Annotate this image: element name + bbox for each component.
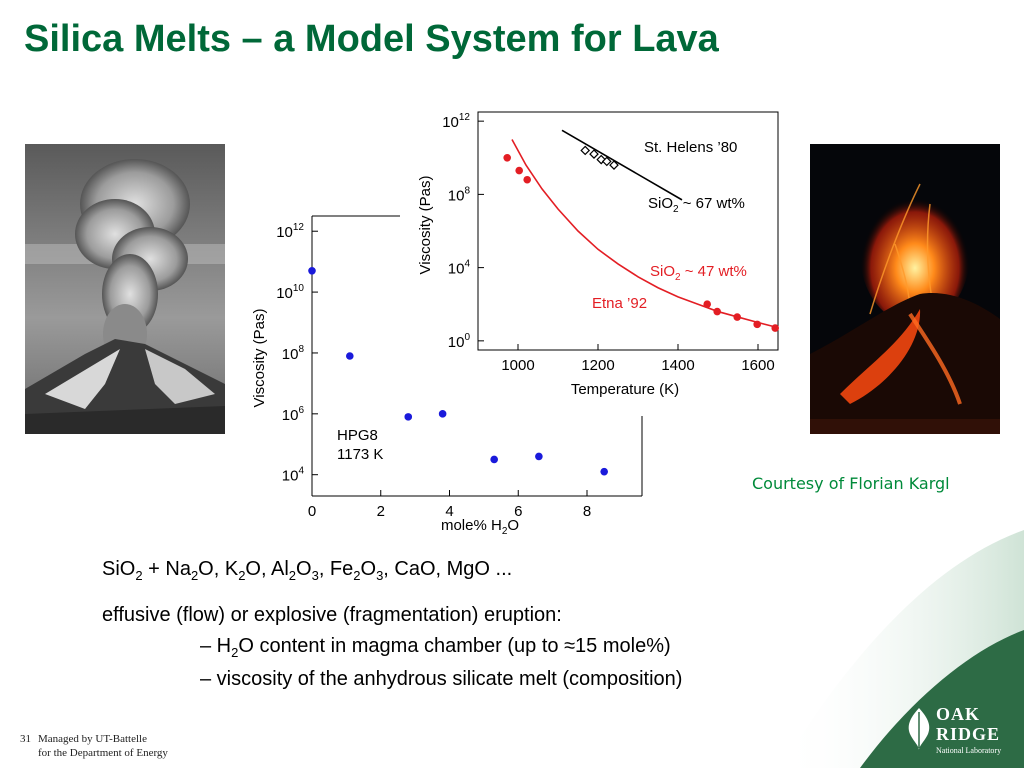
h2o-chart-xlabel: mole% H2O: [441, 517, 519, 537]
etna-data-point: [523, 175, 531, 184]
st-helens-data-point: [580, 145, 591, 156]
etna-fit-line: [511, 139, 777, 328]
temperature-y-tick-label: 1012: [442, 112, 470, 131]
composition-line: SiO2 + Na2O, K2O, Al2O3, Fe2O3, CaO, MgO…: [102, 558, 513, 583]
st-helens-photo: [25, 144, 225, 434]
st-helens-data-point: [589, 149, 599, 159]
leaf-icon: [908, 708, 930, 750]
sio2-67-label: SiO2 ~ 67 wt%: [648, 195, 745, 215]
hpg8-annotation: HPG8: [337, 427, 378, 444]
temperature-y-tick-label: 104: [448, 259, 471, 278]
temperature-chart-ticks: 1000 1200 1400 1600 1012 108 104 100: [442, 112, 775, 374]
footer-department: for the Department of Energy: [38, 747, 168, 759]
h2o-data-point: [600, 467, 608, 476]
h2o-content-line: – H2O content in magma chamber (up to ≈1…: [200, 635, 671, 660]
temperature-x-tick-label: 1400: [661, 357, 694, 374]
eruption-type-line: effusive (flow) or explosive (fragmentat…: [102, 604, 562, 626]
h2o-chart-points: [308, 266, 608, 476]
etna-photo: [810, 144, 1000, 434]
etna-data-point: [703, 300, 711, 309]
slide-title: Silica Melts – a Model System for Lava: [24, 18, 719, 60]
h2o-chart-ticks: 0 2 4 6 8 1012 1010 108 106 104: [276, 222, 591, 520]
temperature-plot-frame: [477, 111, 779, 351]
temperature-y-tick-label: 108: [448, 185, 471, 204]
h2o-data-point: [535, 452, 543, 461]
st-helens-label: St. Helens ’80: [644, 139, 737, 156]
etna-data-point: [733, 313, 741, 321]
h2o-data-point: [404, 413, 413, 421]
temperature-x-tick-label: 1000: [501, 357, 534, 374]
h2o-y-tick-label: 1012: [276, 222, 304, 241]
etna-data-point: [713, 307, 721, 316]
etna-data-point: [771, 324, 779, 332]
etna-data-point: [503, 153, 511, 162]
h2o-x-tick-label: 8: [583, 503, 591, 520]
h2o-x-tick-label: 6: [514, 503, 522, 520]
photo-credit: Courtesy of Florian Kargl: [752, 474, 950, 493]
st-helens-data-point: [601, 156, 612, 167]
h2o-data-point: [346, 352, 354, 360]
h2o-x-tick-label: 2: [377, 503, 385, 520]
temperature-chart-axes: [477, 111, 779, 351]
temperature-y-tick-label: 100: [448, 332, 471, 351]
temperature-chart-ylabel: Viscosity (Pas): [417, 176, 434, 275]
h2o-chart-ylabel: Viscosity (Pas): [251, 309, 268, 408]
temperature-chart-lines: [511, 129, 777, 328]
sio2-47-label: SiO2 ~ 47 wt%: [650, 263, 747, 283]
st-helens-data-point: [609, 160, 619, 170]
h2o-y-tick-label: 108: [282, 344, 305, 363]
oak-ridge-logo: OAK RIDGE National Laboratory: [902, 700, 1020, 764]
footer-managed-by: Managed by UT-Battelle: [38, 733, 147, 745]
temperature-chart-xlabel: Temperature (K): [571, 381, 679, 398]
etna-label: Etna ’92: [592, 295, 647, 312]
h2o-data-point: [490, 455, 498, 464]
temperature-x-tick-label: 1600: [741, 357, 774, 374]
h2o-data-point: [438, 410, 447, 418]
temperature-chart-points: [503, 145, 779, 332]
h2o-y-tick-label: 106: [282, 405, 305, 424]
h2o-data-point: [308, 266, 316, 275]
h2o-y-tick-label: 104: [282, 466, 305, 485]
slide-number: 31: [20, 733, 31, 745]
footer: 31 Managed by UT-Battelle for the Departm…: [20, 732, 168, 760]
st-helens-fit-line: [561, 129, 683, 201]
etna-data-point: [753, 320, 761, 329]
h2o-x-tick-label: 0: [308, 503, 316, 520]
viscosity-line: – viscosity of the anhydrous silicate me…: [200, 668, 683, 690]
temperature-viscosity-chart: 1000 1200 1400 1600 1012 108 104 100 Temperatur…: [400, 100, 792, 400]
temperature-annotation: 1173 K: [337, 446, 383, 463]
h2o-x-tick-label: 4: [445, 503, 453, 520]
etna-data-point: [515, 166, 523, 175]
temperature-x-tick-label: 1200: [581, 357, 614, 374]
h2o-y-tick-label: 1010: [276, 283, 304, 302]
